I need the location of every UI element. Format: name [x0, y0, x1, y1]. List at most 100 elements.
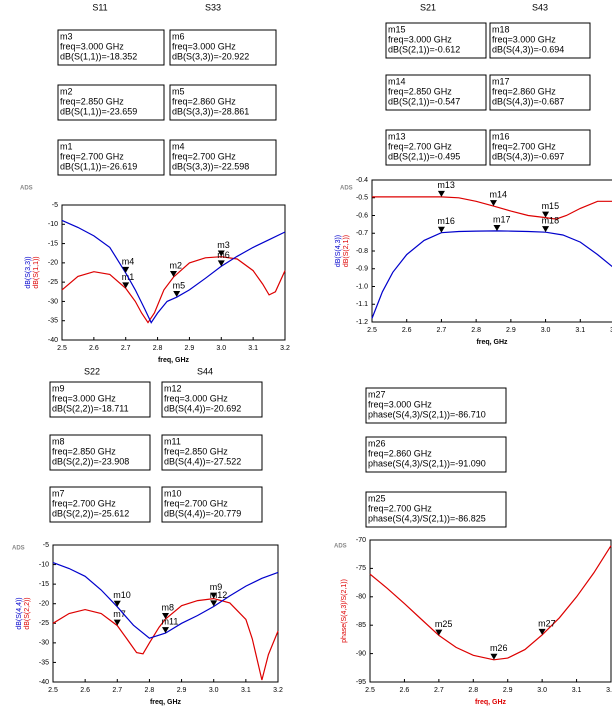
marker-box-freq: freq=2.860 GHz [492, 86, 556, 96]
curve [61, 256, 286, 324]
marker-box-name: m17 [492, 76, 510, 86]
marker-box-value: dB(S(1,1))=-23.659 [60, 106, 137, 116]
x-tick-label: 2.6 [80, 687, 90, 694]
x-tick-label: 3.1 [248, 345, 258, 352]
x-axis-label: freq, GHz [158, 357, 190, 364]
y-tick-label: -0.9 [356, 266, 368, 273]
marker [542, 226, 550, 233]
x-tick-label: 3.2 [610, 327, 612, 334]
marker [490, 653, 498, 660]
y-axis-label: dB(S(2,2)) [24, 597, 31, 629]
marker-box-value: dB(S(4,3))=-0.697 [492, 151, 564, 161]
marker-box-name: m5 [172, 86, 185, 96]
y-tick-label: -25 [48, 279, 58, 286]
marker-box-freq: freq=2.700 GHz [60, 151, 124, 161]
marker-box-freq: freq=3.000 GHz [492, 34, 556, 44]
y-axis-label: dB(S(4,4)) [16, 597, 23, 629]
y-tick-label: -1.2 [356, 319, 368, 326]
x-axis-label: freq, GHz [475, 699, 507, 706]
x-tick-label: 2.5 [367, 327, 377, 334]
y-tick-label: -30 [48, 298, 58, 305]
marker-box-value: dB(S(4,3))=-0.687 [492, 96, 564, 106]
marker-box [161, 434, 263, 471]
y-tick-label: -0.5 [356, 195, 368, 202]
marker-box-name: m8 [52, 436, 65, 446]
marker-box-name: m1 [60, 141, 73, 151]
marker-box [49, 381, 151, 418]
marker [122, 266, 130, 273]
marker [210, 592, 218, 599]
marker-box-freq: freq=3.000 GHz [368, 399, 432, 409]
marker-name: m14 [490, 189, 508, 199]
marker-box [169, 139, 277, 176]
x-axis-label: freq, GHz [150, 699, 182, 706]
y-tick-label: -5 [52, 202, 58, 209]
y-tick-label: -5 [43, 542, 49, 549]
x-tick-label: 3.1 [572, 687, 582, 694]
marker-box [385, 74, 487, 111]
marker-box-name: m14 [388, 76, 406, 86]
y-tick-label: -15 [39, 581, 49, 588]
column-header: S44 [197, 366, 213, 376]
y-tick-label: -30 [39, 640, 49, 647]
marker-box [365, 491, 507, 528]
marker-box-value: dB(S(3,3))=-28.861 [172, 106, 249, 116]
marker-box-freq: freq=2.860 GHz [368, 448, 432, 458]
x-tick-label: 2.5 [48, 687, 58, 694]
column-header: S11 [92, 2, 107, 12]
plot-frame [369, 539, 612, 683]
marker-box-value: dB(S(4,4))=-27.522 [164, 456, 241, 466]
y-tick-label: -10 [48, 221, 58, 228]
marker-box [161, 486, 263, 523]
logo: ADS [20, 186, 33, 192]
marker-box [161, 381, 263, 418]
marker-box-name: m4 [172, 141, 185, 151]
marker-name: m11 [162, 617, 179, 627]
marker-box-name: m9 [52, 383, 65, 393]
y-tick-label: -80 [356, 594, 366, 601]
x-tick-label: 2.7 [437, 327, 447, 334]
marker-box-freq: freq=3.000 GHz [52, 393, 116, 403]
x-tick-label: 3.0 [216, 345, 226, 352]
marker-box [489, 74, 591, 111]
marker-name: m2 [170, 260, 183, 270]
marker-box-freq: freq=3.000 GHz [60, 41, 124, 51]
marker-box-value: dB(S(1,1))=-26.619 [60, 161, 137, 171]
marker-box-freq: freq=2.700 GHz [52, 498, 116, 508]
marker [538, 628, 546, 635]
y-axis-label: dB(S(1,1)) [33, 256, 40, 288]
marker-box-freq: freq=2.700 GHz [164, 498, 228, 508]
x-tick-label: 2.9 [506, 327, 516, 334]
marker [217, 250, 225, 257]
marker-name: m16 [437, 216, 455, 226]
marker [122, 282, 130, 289]
marker-box-value: dB(S(2,1))=-0.495 [388, 151, 460, 161]
marker-box [49, 486, 151, 523]
x-tick-label: 3.2 [273, 687, 283, 694]
y-tick-label: -15 [48, 240, 58, 247]
marker [162, 613, 169, 620]
marker-box-freq: freq=3.000 GHz [388, 34, 452, 44]
y-tick-label: -40 [39, 679, 49, 686]
marker-name: m5 [173, 280, 186, 290]
x-tick-label: 2.6 [89, 345, 99, 352]
x-tick-label: 3.0 [541, 327, 551, 334]
marker-box-value: phase(S(4,3)/S(2,1))=-91.090 [368, 458, 486, 468]
x-tick-label: 2.8 [145, 687, 155, 694]
marker [162, 627, 169, 634]
marker-box-value: dB(S(2,1))=-0.612 [388, 44, 460, 54]
marker-box-freq: freq=2.700 GHz [172, 151, 236, 161]
x-tick-label: 2.6 [400, 687, 410, 694]
marker-box [385, 22, 487, 59]
marker-box-name: m16 [492, 131, 510, 141]
marker-box [49, 434, 151, 471]
marker [113, 600, 121, 607]
marker [217, 260, 225, 267]
y-tick-label: -1.0 [356, 283, 368, 290]
marker-name: m12 [210, 590, 228, 600]
x-tick-label: 2.6 [402, 327, 412, 334]
marker-name: m3 [217, 240, 230, 250]
marker-box-name: m25 [368, 493, 386, 503]
logo: ADS [12, 546, 25, 552]
x-tick-label: 2.9 [503, 687, 513, 694]
